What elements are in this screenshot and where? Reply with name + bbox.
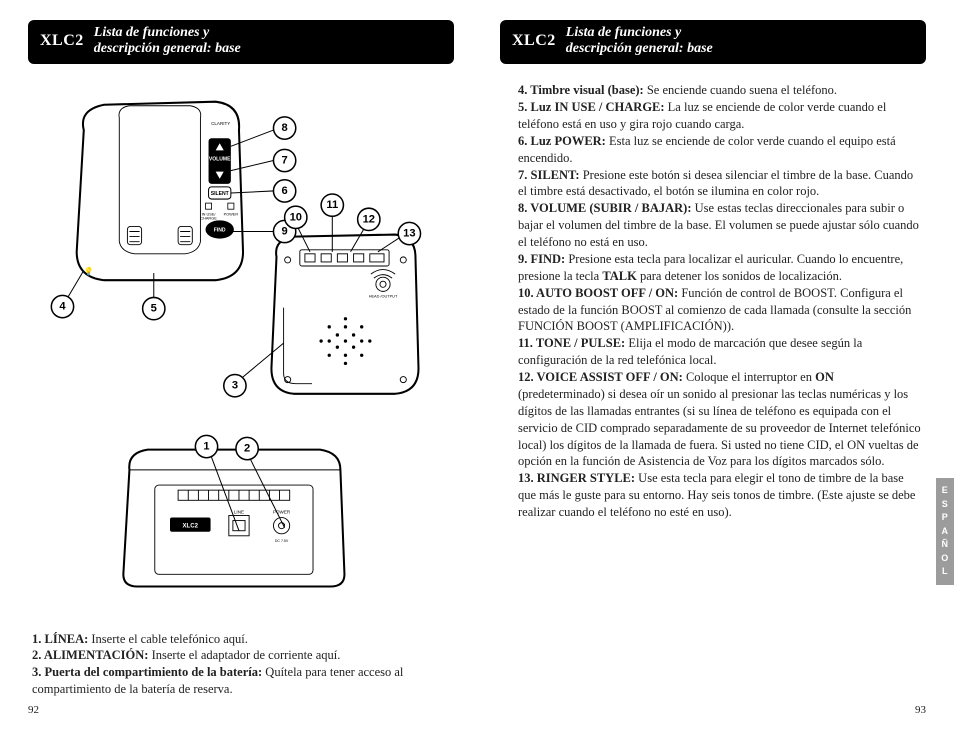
diagram-area: CLARITY VOLUME SILENT IN USE/ CHARGE POW…	[28, 74, 454, 622]
callout-6: 6	[273, 180, 295, 202]
right-item-4: 4. Timbre visual (base): Se enciende cua…	[518, 82, 922, 99]
right-item-10: 10. AUTO BOOST OFF / ON: Función de cont…	[518, 285, 922, 336]
header-bar-left: XLC2 Lista de funciones y descripción ge…	[28, 20, 454, 64]
header-title-right: Lista de funciones y descripción general…	[566, 25, 713, 57]
page-spread: XLC2 Lista de funciones y descripción ge…	[0, 0, 954, 732]
svg-text:8: 8	[282, 122, 288, 134]
callout-5: 5	[143, 298, 165, 320]
header-model-right: XLC2	[512, 32, 556, 50]
svg-text:5: 5	[151, 303, 157, 315]
right-item-5: 5. Luz IN USE / CHARGE: La luz se encien…	[518, 99, 922, 133]
brand-label: CLARITY	[211, 121, 230, 126]
callout-1: 1	[195, 436, 217, 458]
xlc2-badge: XLC2	[183, 523, 199, 530]
callout-7: 7	[273, 150, 295, 172]
find-label: FIND	[214, 228, 226, 234]
callout-11: 11	[321, 194, 343, 216]
header-title-left: Lista de funciones y descripción general…	[94, 25, 241, 57]
base-bottom: HEAD /OUTPUT	[271, 235, 418, 394]
headset-label: HEAD /OUTPUT	[369, 295, 398, 299]
header-model-left: XLC2	[40, 32, 84, 50]
header-title-left-l1: Lista de funciones y	[94, 25, 210, 40]
right-item-12: 12. VOICE ASSIST OFF / ON: Coloque el in…	[518, 369, 922, 470]
charge-label: CHARGE	[200, 217, 217, 221]
left-item-2: 2. ALIMENTACIÓN: Inserte el adaptador de…	[32, 647, 450, 664]
silent-label: SILENT	[211, 191, 230, 197]
svg-text:9: 9	[282, 226, 288, 238]
volume-label: VOLUME	[209, 157, 231, 163]
svg-text:11: 11	[326, 199, 338, 211]
svg-text:2: 2	[244, 443, 250, 455]
svg-text:7: 7	[282, 155, 288, 167]
header-bar-right: XLC2 Lista de funciones y descripción ge…	[500, 20, 926, 64]
page-left: XLC2 Lista de funciones y descripción ge…	[28, 20, 454, 716]
right-descriptions: 4. Timbre visual (base): Se enciende cua…	[500, 74, 926, 521]
right-item-6: 6. Luz POWER: Esta luz se enciende de co…	[518, 133, 922, 167]
right-item-7: 7. SILENT: Presione este botón si desea …	[518, 167, 922, 201]
callout-3: 3	[224, 375, 246, 397]
base-diagram: CLARITY VOLUME SILENT IN USE/ CHARGE POW…	[28, 74, 454, 622]
svg-text:1: 1	[203, 441, 209, 453]
svg-text:13: 13	[403, 228, 415, 240]
line-jack-label: LINE	[234, 510, 244, 515]
callout-2: 2	[236, 438, 258, 460]
callout-4: 4	[51, 296, 73, 318]
svg-text:DC 7.5V: DC 7.5V	[275, 539, 289, 543]
callout-12: 12	[358, 208, 380, 230]
callout-8: 8	[273, 117, 295, 139]
language-tab: ESPAÑOL	[936, 478, 954, 585]
callout-13: 13	[398, 223, 420, 245]
page-number-left: 92	[28, 704, 454, 716]
power-label: POWER	[224, 212, 239, 216]
svg-text:6: 6	[282, 185, 288, 197]
svg-text:3: 3	[232, 380, 238, 392]
right-item-13: 13. RINGER STYLE: Use esta tecla para el…	[518, 470, 922, 521]
svg-text:4: 4	[59, 301, 66, 313]
header-title-left-l2: descripción general: base	[94, 41, 241, 56]
header-title-right-l1: Lista de funciones y	[566, 25, 682, 40]
page-number-right: 93	[500, 704, 926, 716]
right-item-11: 11. TONE / PULSE: Elija el modo de marca…	[518, 335, 922, 369]
left-item-3: 3. Puerta del compartimiento de la bater…	[32, 664, 450, 698]
left-descriptions: 1. LÍNEA: Inserte el cable telefónico aq…	[28, 623, 454, 699]
base-front: CLARITY VOLUME SILENT IN USE/ CHARGE POW…	[77, 102, 243, 281]
right-item-9: 9. FIND: Presione esta tecla para locali…	[518, 251, 922, 285]
left-item-1: 1. LÍNEA: Inserte el cable telefónico aq…	[32, 631, 450, 648]
page-right: XLC2 Lista de funciones y descripción ge…	[500, 20, 926, 716]
callout-10: 10	[285, 206, 307, 228]
svg-text:10: 10	[290, 212, 302, 224]
svg-text:💡: 💡	[84, 266, 94, 276]
header-title-right-l2: descripción general: base	[566, 41, 713, 56]
right-item-8: 8. VOLUME (SUBIR / BAJAR): Use estas tec…	[518, 200, 922, 251]
svg-text:12: 12	[363, 214, 375, 226]
